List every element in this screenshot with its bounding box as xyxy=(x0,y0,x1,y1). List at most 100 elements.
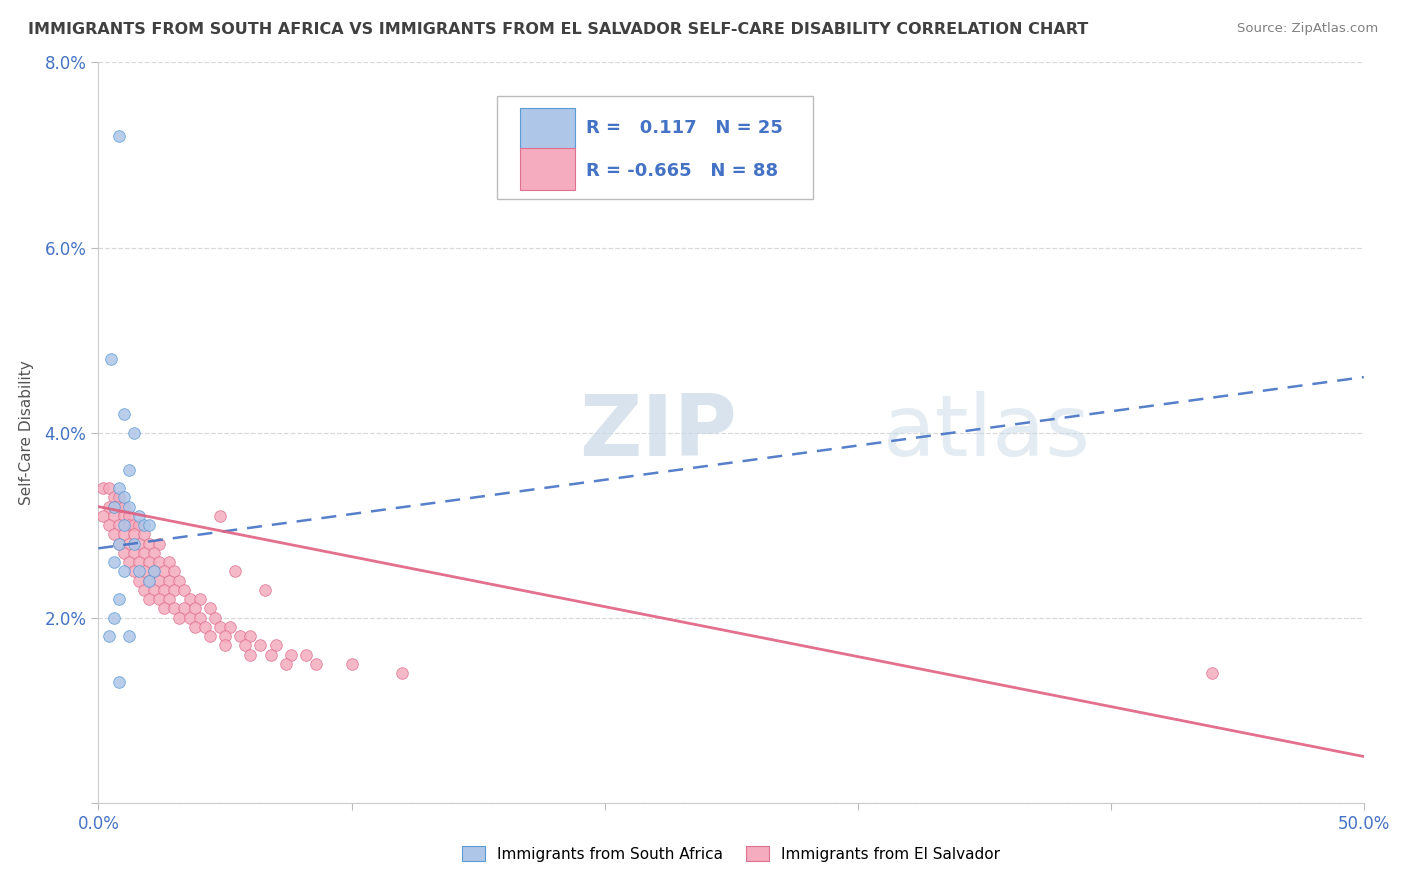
Point xyxy=(118,518,141,533)
Point xyxy=(107,536,129,550)
Text: R = -0.665   N = 88: R = -0.665 N = 88 xyxy=(585,161,778,179)
Point xyxy=(118,462,141,476)
Point xyxy=(391,666,413,681)
Point xyxy=(107,481,129,495)
Point xyxy=(194,620,217,634)
Point xyxy=(128,518,150,533)
Point xyxy=(118,629,141,643)
Point xyxy=(103,500,125,514)
Point xyxy=(143,582,166,597)
Point xyxy=(103,491,125,505)
Point xyxy=(103,555,125,569)
Point xyxy=(97,481,120,495)
Point xyxy=(143,565,166,579)
Point xyxy=(179,610,201,624)
FancyBboxPatch shape xyxy=(498,95,813,200)
Point xyxy=(148,536,170,550)
Point xyxy=(254,582,277,597)
Point xyxy=(118,536,141,550)
Point xyxy=(107,518,129,533)
Point xyxy=(169,574,191,588)
Point xyxy=(340,657,363,671)
Point xyxy=(138,518,160,533)
Point xyxy=(93,508,115,523)
Point xyxy=(157,574,180,588)
Point xyxy=(198,629,221,643)
Point xyxy=(138,574,160,588)
Point xyxy=(128,574,150,588)
Point xyxy=(143,565,166,579)
Point xyxy=(132,527,155,541)
Point xyxy=(157,555,180,569)
Point xyxy=(280,648,302,662)
Point xyxy=(229,629,252,643)
Point xyxy=(103,527,125,541)
Point xyxy=(214,629,236,643)
Point xyxy=(259,648,281,662)
FancyBboxPatch shape xyxy=(520,148,575,190)
Point xyxy=(138,574,160,588)
Point xyxy=(122,565,145,579)
Point xyxy=(128,536,150,550)
Point xyxy=(148,574,170,588)
Point xyxy=(122,536,145,550)
Text: ZIP: ZIP xyxy=(579,391,737,475)
Point xyxy=(163,601,186,615)
Point xyxy=(204,610,226,624)
Point xyxy=(118,500,141,514)
Point xyxy=(305,657,328,671)
Point xyxy=(128,508,150,523)
Point xyxy=(208,620,231,634)
Point xyxy=(249,639,271,653)
Text: Source: ZipAtlas.com: Source: ZipAtlas.com xyxy=(1237,22,1378,36)
Point xyxy=(188,592,211,607)
Point xyxy=(128,565,150,579)
Point xyxy=(97,518,120,533)
Point xyxy=(103,610,125,624)
Point xyxy=(157,592,180,607)
Point xyxy=(138,555,160,569)
Point xyxy=(112,508,135,523)
Point xyxy=(214,639,236,653)
Point xyxy=(264,639,287,653)
Point xyxy=(224,565,246,579)
Point xyxy=(239,648,262,662)
Point xyxy=(183,620,205,634)
Point xyxy=(179,592,201,607)
Point xyxy=(112,500,135,514)
Point xyxy=(132,518,155,533)
Point xyxy=(132,546,155,560)
Point xyxy=(103,508,125,523)
Point xyxy=(163,582,186,597)
Point xyxy=(274,657,297,671)
Point xyxy=(169,610,191,624)
Point xyxy=(173,582,195,597)
Point xyxy=(112,546,135,560)
Point xyxy=(138,592,160,607)
Point xyxy=(97,500,120,514)
Point xyxy=(97,629,120,643)
Point xyxy=(100,351,122,366)
Point xyxy=(163,565,186,579)
Text: IMMIGRANTS FROM SOUTH AFRICA VS IMMIGRANTS FROM EL SALVADOR SELF-CARE DISABILITY: IMMIGRANTS FROM SOUTH AFRICA VS IMMIGRAN… xyxy=(28,22,1088,37)
Y-axis label: Self-Care Disability: Self-Care Disability xyxy=(18,360,34,505)
Point xyxy=(107,675,129,690)
Point xyxy=(103,500,125,514)
Point xyxy=(122,546,145,560)
Point xyxy=(122,425,145,440)
Point xyxy=(128,555,150,569)
Point xyxy=(132,582,155,597)
Point xyxy=(107,129,129,144)
Point xyxy=(112,565,135,579)
Point xyxy=(112,407,135,421)
Point xyxy=(112,518,135,533)
Point xyxy=(107,491,129,505)
Point xyxy=(112,527,135,541)
Point xyxy=(93,481,115,495)
Point xyxy=(143,546,166,560)
Point xyxy=(107,536,129,550)
Point xyxy=(153,565,176,579)
Point xyxy=(208,508,231,523)
Point xyxy=(153,582,176,597)
Point xyxy=(132,565,155,579)
